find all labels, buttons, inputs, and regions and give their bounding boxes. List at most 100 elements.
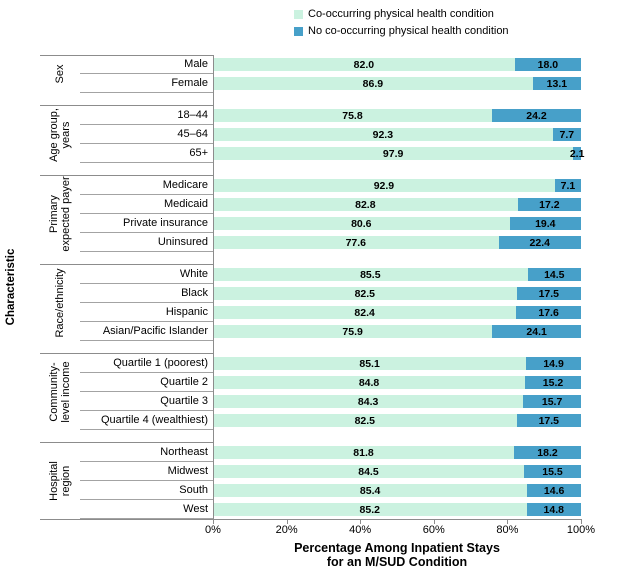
value-label: 92.3 [372,128,394,141]
category-label: West [80,500,213,519]
category-label: Asian/Pacific Islander [80,322,213,341]
bar-segment-no-co-occurring: 24.1 [492,325,581,338]
bar-track: 82.5 17.5 [213,411,581,430]
bar-segment-co-occurring: 82.5 [213,287,517,300]
category-label: 65+ [80,144,213,163]
legend-item-no-co-occurring: No co-occurring physical health conditio… [294,23,509,40]
bar-row: Midwest 84.5 15.5 [80,462,581,481]
value-label: 81.8 [353,446,374,459]
group-label: Primary expected payer [48,176,72,252]
bar-track: 92.9 7.1 [213,176,581,195]
bar-segment-co-occurring: 85.1 [213,357,527,370]
bar-segment-co-occurring: 81.8 [213,446,515,459]
category-label: White [80,265,213,284]
bar-row: White 85.5 14.5 [80,265,581,284]
bar-segment-no-co-occurring: 13.1 [532,77,581,90]
value-label: 17.2 [539,198,560,211]
bar-row: Quartile 3 84.3 15.7 [80,392,581,411]
value-label: 14.9 [543,357,564,370]
bar-row: Northeast 81.8 18.2 [80,443,581,462]
value-label: 18.2 [537,446,558,459]
x-tick-mark [286,519,288,524]
group-label: Community- level income [48,361,72,423]
category-label: Midwest [80,462,213,481]
x-axis-line [40,519,581,520]
x-tick-label: 100% [566,524,596,536]
legend-label: No co-occurring physical health conditio… [308,25,509,37]
category-label: South [80,481,213,500]
bar-segment-co-occurring: 97.9 [213,147,574,160]
value-label: 24.1 [526,325,547,338]
bar-segment-no-co-occurring: 17.5 [516,414,581,427]
bar-track: 84.5 15.5 [213,462,581,481]
x-tick-mark [507,519,509,524]
bar-row: South 85.4 14.6 [80,481,581,500]
value-label: 77.6 [345,236,366,249]
group-label: Age group, years [48,107,72,162]
value-label: 14.5 [544,268,565,281]
bar-track: 80.6 19.4 [213,214,581,233]
x-tick-label: 60% [422,524,445,536]
value-label: 19.4 [535,217,556,230]
bar-segment-no-co-occurring: 14.5 [527,268,581,281]
x-tick-label: 20% [275,524,298,536]
bar-track: 86.9 13.1 [213,74,581,93]
value-label: 85.2 [359,503,380,516]
value-label: 86.9 [362,77,384,90]
bar-row: 45–64 92.3 7.7 [80,125,581,144]
category-group: Community- level income Quartile 1 (poore… [40,354,581,443]
bar-row: Black 82.5 17.5 [80,284,581,303]
category-label: Black [80,284,213,303]
value-label: 18.0 [537,58,559,71]
x-tick-label: 80% [496,524,519,536]
bar-segment-no-co-occurring: 15.5 [523,465,581,478]
category-group: Age group, years 18–44 75.8 24.2 45–64 92.3 7.… [40,106,584,176]
bar-segment-no-co-occurring: 7.7 [552,128,581,141]
bar-track: 84.3 15.7 [213,392,581,411]
value-label: 2.1 [569,147,585,160]
value-label: 85.4 [359,484,381,497]
value-label: 14.8 [543,503,564,516]
value-label: 80.6 [351,217,372,230]
value-label: 7.1 [560,179,576,192]
bar-segment-co-occurring: 75.9 [213,325,493,338]
bar-row: West 85.2 14.8 [80,500,581,519]
category-label: 45–64 [80,125,213,144]
legend-item-co-occurring: Co-occurring physical health condition [294,6,509,23]
category-label: Northeast [80,443,213,462]
bar-track: 85.2 14.8 [213,500,581,519]
group-label-cell: Sex [40,55,80,93]
bar-segment-no-co-occurring: 15.2 [525,376,581,389]
bar-row: 65+ 97.9 2.1 [80,144,584,163]
bar-segment-no-co-occurring: 19.4 [509,217,581,230]
bar-segment-no-co-occurring: 18.0 [514,58,581,71]
bar-segment-co-occurring: 86.9 [213,77,533,90]
value-label: 84.3 [357,395,379,408]
bar-track: 85.1 14.9 [213,354,581,373]
bar-segment-co-occurring: 85.4 [213,484,528,497]
bar-segment-no-co-occurring: 14.6 [527,484,581,497]
bar-segment-co-occurring: 80.6 [213,217,510,230]
x-tick-mark [433,519,435,524]
bar-segment-no-co-occurring: 15.7 [523,395,581,408]
bar-row: Asian/Pacific Islander 75.9 24.1 [80,322,581,341]
bar-segment-co-occurring: 84.3 [213,395,524,408]
category-label: Hispanic [80,303,213,322]
chart-plot-area: Sex Male 82.0 18.0 Female 86.9 13.1 Age group, … [40,55,584,519]
bar-track: 82.8 17.2 [213,195,581,214]
bar-segment-co-occurring: 77.6 [213,236,499,249]
bar-row: Hispanic 82.4 17.6 [80,303,581,322]
value-label: 13.1 [546,77,568,90]
bar-segment-co-occurring: 82.5 [213,414,517,427]
group-label: Race/ethnicity [54,268,66,338]
value-label: 82.5 [354,287,376,300]
x-tick-mark [581,519,582,524]
bar-track: 82.0 18.0 [213,55,581,74]
category-label: Female [80,74,213,93]
bar-segment-co-occurring: 92.3 [213,128,553,141]
x-tick-mark [213,519,214,524]
category-label: Male [80,55,213,74]
category-label: Private insurance [80,214,213,233]
bar-track: 84.8 15.2 [213,373,581,392]
